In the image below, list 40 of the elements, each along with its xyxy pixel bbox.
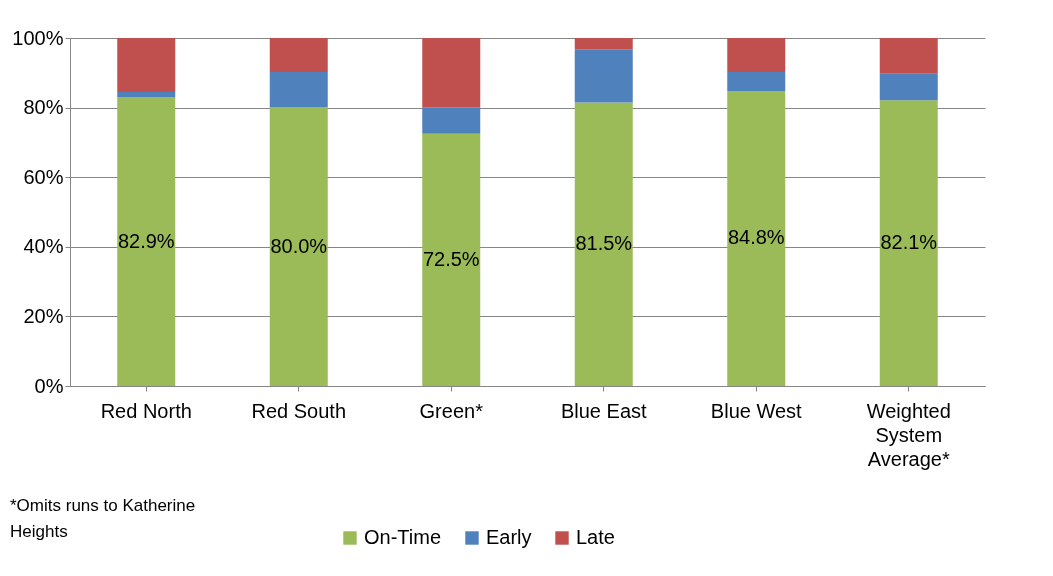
bar [727,38,786,73]
data-label: 72.5% [422,247,480,270]
bar [574,38,633,50]
bar [117,38,176,92]
x-tick-label: Blue West [710,399,803,422]
y-tick-label: 100% [12,26,64,49]
bar [269,72,328,108]
bar [269,38,328,73]
y-tick-label: 0% [34,374,64,397]
data-label: 84.8% [727,226,785,249]
bar [574,49,633,103]
bar [117,91,176,98]
y-tick-label: 60% [23,165,64,188]
x-tick-label: Red South [251,399,347,422]
y-tick-label: 80% [23,96,64,119]
data-label: 82.1% [880,231,938,254]
bar [117,97,176,386]
x-tick-label: Red North [100,399,192,422]
text: *Omits runs to Katherine Heights [10,496,196,541]
bar [574,102,633,386]
data-label: 80.0% [270,234,328,257]
bar [422,133,481,386]
bar [422,107,481,134]
y-tick-label: 40% [23,235,64,258]
legend-label: Early [486,526,532,548]
y-tick-label: 20% [23,304,64,327]
bar [727,72,786,91]
bar [879,100,938,386]
x-tick-label: Green* [419,399,484,422]
data-label: 82.9% [117,229,175,252]
x-tick-label: Weighted System Average* [866,399,951,470]
x-tick-label: Blue East [560,399,647,422]
legend-label: On-Time [364,526,442,548]
bar [727,90,786,386]
bar [422,38,481,108]
bar [879,38,938,74]
data-label: 81.5% [575,232,633,255]
bar [269,107,328,386]
legend-label: Late [576,526,615,548]
bar [879,73,938,101]
